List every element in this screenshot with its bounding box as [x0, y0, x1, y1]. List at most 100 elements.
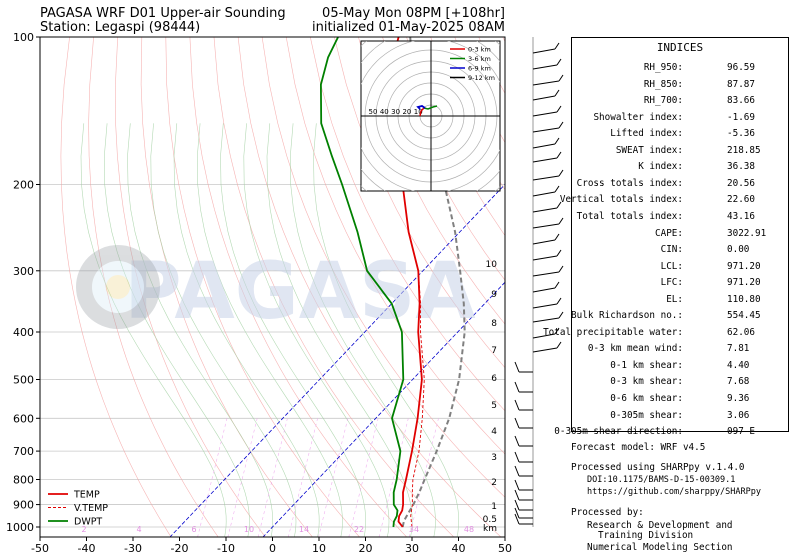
mixing-ratio-line [348, 418, 379, 537]
moist-adiabat [80, 123, 227, 537]
dry-adiabat [165, 37, 360, 537]
footer-processed-using: Processed using SHARPpy v.1.4.0 [571, 462, 745, 473]
wind-barb [532, 233, 560, 245]
wind-barb [532, 151, 562, 163]
index-value: 4.40 [727, 359, 750, 371]
wind-barb [532, 89, 560, 101]
x-tick-label: -50 [31, 542, 49, 555]
index-label: 0-1 km shear: [610, 359, 683, 371]
hodo-trace-3-6 [423, 105, 438, 110]
dry-adiabat [88, 37, 219, 537]
y-tick-label: 200 [13, 179, 34, 192]
dry-adiabat [213, 37, 455, 537]
x-tick-label: 30 [405, 542, 419, 555]
height-label: 0.5 [483, 515, 497, 525]
y-tick-label: 300 [13, 265, 34, 278]
hodo-trace-6-9 [416, 105, 426, 110]
wind-barb [532, 297, 562, 309]
title-left-1: PAGASA WRF D01 Upper-air Sounding [40, 6, 286, 21]
wind-barb [532, 74, 564, 86]
index-label: Bulk Richardson no.: [571, 310, 683, 322]
footer-url: https://github.com/sharppy/SHARPpy [587, 487, 761, 497]
index-label: Vertical totals index: [559, 194, 683, 206]
index-label: CIN: [660, 244, 683, 256]
index-label: 0-6 km shear: [610, 393, 683, 404]
wind-barb [532, 121, 564, 133]
index-value: 83.66 [727, 95, 755, 107]
wind-barb [532, 281, 560, 293]
index-value: 971.20 [727, 260, 761, 272]
index-value: 20.56 [727, 177, 755, 189]
hodo-legend-label: 9-12 km [468, 74, 495, 82]
index-label: CAPE: [655, 227, 683, 239]
mixing-ratio-line [287, 418, 318, 537]
footer-org-2: Training Division [598, 530, 694, 541]
mixing-ratio-label: 14 [299, 525, 309, 534]
height-label: 9 [491, 290, 497, 300]
height-label: km [483, 524, 497, 534]
index-label: RH_950: [643, 62, 683, 73]
wind-barb [532, 201, 562, 213]
hodo-trace-0-3 [419, 107, 425, 117]
index-value: 43.16 [727, 210, 755, 222]
index-value: 3022.91 [727, 227, 767, 239]
dry-adiabat [60, 37, 172, 537]
x-tick-label: 0 [269, 542, 276, 555]
moist-adiabat [266, 123, 413, 537]
hodograph-ring-label: 10 [414, 108, 423, 116]
moist-adiabat [196, 123, 343, 537]
index-value: -1.69 [727, 111, 755, 123]
moist-adiabat [103, 123, 250, 537]
hodograph-ring-label: 30 [391, 108, 400, 116]
index-label: RH_700: [643, 95, 683, 107]
index-value: 097 E [727, 426, 755, 438]
y-tick-label: 700 [13, 445, 34, 458]
wind-barb [514, 465, 533, 477]
wind-barb [514, 417, 533, 429]
wind-barb [532, 265, 564, 277]
legend-label: TEMP [73, 490, 100, 501]
wind-barb [532, 105, 562, 117]
mixing-ratio-line [197, 418, 228, 537]
mixing-ratio-label: 4 [136, 525, 141, 534]
wind-barb [514, 479, 533, 491]
footer-org-3: Numerical Modeling Section [587, 542, 733, 553]
index-value: 87.87 [727, 78, 755, 90]
height-label: 7 [491, 346, 497, 356]
wind-barb [532, 311, 564, 323]
footer-model: Forecast model: WRF v4.5 [571, 442, 706, 453]
hodo-legend-label: 6-9 km [468, 65, 491, 73]
mixing-ratio-label: 22 [354, 525, 364, 534]
legend-label: V.TEMP [74, 503, 108, 514]
mixing-ratio-line [257, 418, 288, 537]
footer-org-1: Research & Development and [587, 520, 733, 531]
wind-barb [532, 58, 562, 70]
height-label: 8 [491, 319, 497, 329]
index-label: LFC: [660, 277, 683, 289]
index-value: 218.85 [727, 144, 761, 156]
x-tick-label: 10 [312, 542, 326, 555]
mixing-ratio-label: 10 [244, 525, 254, 534]
index-label: RH_850: [643, 78, 683, 90]
dry-adiabat [285, 37, 505, 455]
wind-barb [532, 249, 562, 261]
indices-panel: INDICES RH_950: 96.59 RH_850: 87.87 RH_700: 8… [543, 37, 789, 437]
wind-barb [514, 499, 533, 511]
x-tick-label: 20 [359, 542, 373, 555]
y-tick-label: 400 [13, 326, 34, 339]
title-left-2: Station: Legaspi (98444) [40, 20, 201, 35]
index-value: 22.60 [727, 194, 755, 206]
wind-barb [514, 451, 533, 463]
y-tick-label: 1000 [6, 521, 34, 534]
wind-barb [532, 185, 560, 197]
index-label: Cross totals index: [576, 177, 683, 189]
index-value: 36.38 [727, 161, 755, 173]
watermark-logo [76, 245, 160, 329]
x-tick-label: -30 [124, 542, 142, 555]
footer-doi: DOI:10.1175/BAMS-D-15-00309.1 [587, 475, 736, 485]
moist-adiabat [220, 123, 367, 537]
index-value: 110.80 [727, 293, 761, 305]
y-tick-label: 500 [13, 373, 34, 386]
wind-barb [532, 341, 562, 353]
wind-barb [532, 217, 564, 229]
